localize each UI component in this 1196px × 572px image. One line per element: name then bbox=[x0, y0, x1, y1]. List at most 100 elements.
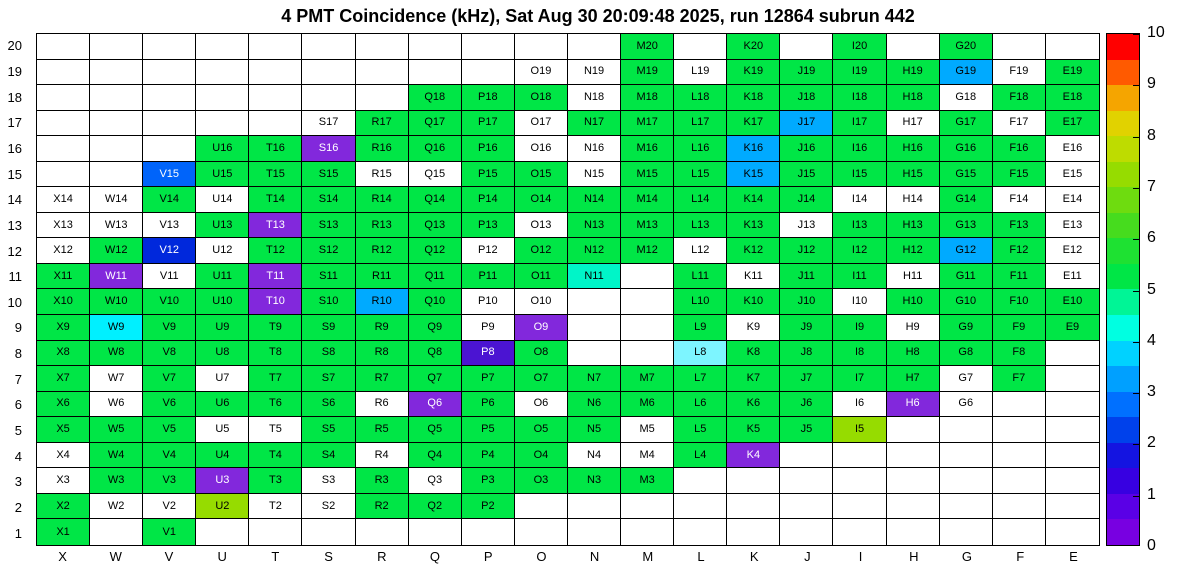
heatmap-cell: F11 bbox=[992, 263, 1046, 290]
heatmap-cell: Q14 bbox=[408, 187, 462, 213]
heatmap-cell: U4 bbox=[196, 442, 250, 469]
heatmap-cell: Q5 bbox=[408, 417, 462, 443]
heatmap-cell: X7 bbox=[37, 366, 91, 392]
heatmap-cell: H19 bbox=[886, 59, 940, 86]
heatmap-cell bbox=[302, 519, 356, 545]
heatmap-cell: N18 bbox=[567, 85, 622, 111]
y-axis-tick-label: 6 bbox=[14, 397, 22, 413]
heatmap-cell: E15 bbox=[1045, 161, 1099, 188]
colorbar-band bbox=[1107, 417, 1139, 443]
x-axis-tick-label: F bbox=[1016, 549, 1025, 564]
x-axis-tick-label: O bbox=[536, 549, 547, 564]
heatmap-cell: E14 bbox=[1045, 187, 1099, 213]
heatmap-cell bbox=[992, 519, 1046, 545]
heatmap-cell: K7 bbox=[727, 366, 781, 392]
heatmap-cell: H6 bbox=[886, 391, 940, 418]
colorbar-tick-labels: 0 1 2 3 4 5 6 7 8 9 10 bbox=[1147, 24, 1192, 554]
heatmap-cell: H7 bbox=[886, 366, 940, 392]
heatmap-cell: V11 bbox=[143, 263, 197, 290]
heatmap-cell bbox=[1045, 519, 1099, 545]
heatmap-cell: M20 bbox=[621, 34, 675, 60]
heatmap-cell bbox=[992, 468, 1046, 494]
heatmap-cell: I17 bbox=[833, 110, 887, 137]
heatmap-cell bbox=[886, 493, 940, 520]
heatmap-cell: I19 bbox=[833, 59, 887, 86]
heatmap-cell: T9 bbox=[249, 315, 303, 341]
heatmap-cell: Q10 bbox=[408, 289, 462, 316]
heatmap-cell: L8 bbox=[674, 340, 728, 367]
heatmap-cell: Q12 bbox=[408, 238, 462, 264]
y-axis-tick-label: 18 bbox=[7, 89, 22, 105]
heatmap-cell: K12 bbox=[727, 238, 781, 264]
heatmap-cell: M3 bbox=[621, 468, 675, 494]
heatmap-cell: E13 bbox=[1045, 212, 1099, 239]
heatmap-cell: M17 bbox=[621, 110, 675, 137]
heatmap-cell: K8 bbox=[727, 340, 781, 367]
heatmap-cell: X10 bbox=[37, 289, 91, 316]
x-axis-tick-label: W bbox=[109, 549, 122, 564]
colorbar-band bbox=[1107, 187, 1139, 213]
heatmap-cell: J5 bbox=[780, 417, 834, 443]
colorbar-tick-label: 3 bbox=[1147, 383, 1156, 401]
heatmap-cell bbox=[939, 417, 993, 443]
colorbar-band bbox=[1107, 366, 1139, 392]
heatmap-cell bbox=[886, 468, 940, 494]
heatmap-cell bbox=[90, 85, 144, 111]
heatmap-cell bbox=[302, 34, 356, 60]
heatmap-cell bbox=[567, 289, 622, 316]
x-axis-tick-label: L bbox=[697, 549, 705, 564]
heatmap-cell: M15 bbox=[621, 161, 675, 188]
heatmap-cell: O16 bbox=[514, 136, 568, 162]
colorbar-tick-label: 10 bbox=[1147, 24, 1165, 41]
heatmap-cell: S2 bbox=[302, 493, 356, 520]
heatmap-cell: U6 bbox=[196, 391, 250, 418]
heatmap-cell: V3 bbox=[143, 468, 197, 494]
heatmap-cell: R4 bbox=[355, 442, 409, 469]
heatmap-cell: E11 bbox=[1045, 263, 1099, 290]
y-axis-tick-label: 3 bbox=[14, 474, 22, 490]
heatmap-cell bbox=[621, 493, 675, 520]
heatmap-cell: I10 bbox=[833, 289, 887, 316]
heatmap-cell: T8 bbox=[249, 340, 303, 367]
heatmap-cell bbox=[939, 442, 993, 469]
colorbar-band bbox=[1107, 493, 1139, 520]
heatmap-cell: J8 bbox=[780, 340, 834, 367]
heatmap-cell bbox=[780, 442, 834, 469]
heatmap-cell: N7 bbox=[567, 366, 622, 392]
heatmap-cell: O18 bbox=[514, 85, 568, 111]
colorbar-tick-mark bbox=[1133, 239, 1139, 241]
heatmap-cell bbox=[567, 340, 622, 367]
heatmap-cell bbox=[1045, 366, 1099, 392]
heatmap-cell bbox=[355, 59, 409, 86]
heatmap-cell bbox=[37, 161, 91, 188]
heatmap-cell: G10 bbox=[939, 289, 993, 316]
heatmap-cell bbox=[1045, 493, 1099, 520]
heatmap-cell bbox=[1045, 340, 1099, 367]
y-axis-tick-label: 14 bbox=[7, 192, 22, 208]
heatmap-cell: P9 bbox=[461, 315, 515, 341]
x-axis-tick-label: S bbox=[324, 549, 333, 564]
heatmap-cell: U11 bbox=[196, 263, 250, 290]
heatmap-cell: N3 bbox=[567, 468, 622, 494]
heatmap-cell: Q11 bbox=[408, 263, 462, 290]
heatmap-cell bbox=[461, 34, 515, 60]
heatmap-cell bbox=[408, 34, 462, 60]
heatmap-cell: T12 bbox=[249, 238, 303, 264]
heatmap-cell: E19 bbox=[1045, 59, 1099, 86]
heatmap-cell bbox=[833, 493, 887, 520]
heatmap-cell: L18 bbox=[674, 85, 728, 111]
colorbar-band bbox=[1107, 136, 1139, 162]
heatmap-cell: L7 bbox=[674, 366, 728, 392]
heatmap-cell: X6 bbox=[37, 391, 91, 418]
x-axis-tick-label: X bbox=[58, 549, 67, 564]
heatmap-cell: P13 bbox=[461, 212, 515, 239]
heatmap-cell bbox=[90, 34, 144, 60]
heatmap-cell: G16 bbox=[939, 136, 993, 162]
heatmap-cell: S13 bbox=[302, 212, 356, 239]
heatmap-cell bbox=[90, 519, 144, 545]
heatmap-cell: H13 bbox=[886, 212, 940, 239]
heatmap-cell: K14 bbox=[727, 187, 781, 213]
heatmap-cell: G14 bbox=[939, 187, 993, 213]
heatmap-cell: T7 bbox=[249, 366, 303, 392]
